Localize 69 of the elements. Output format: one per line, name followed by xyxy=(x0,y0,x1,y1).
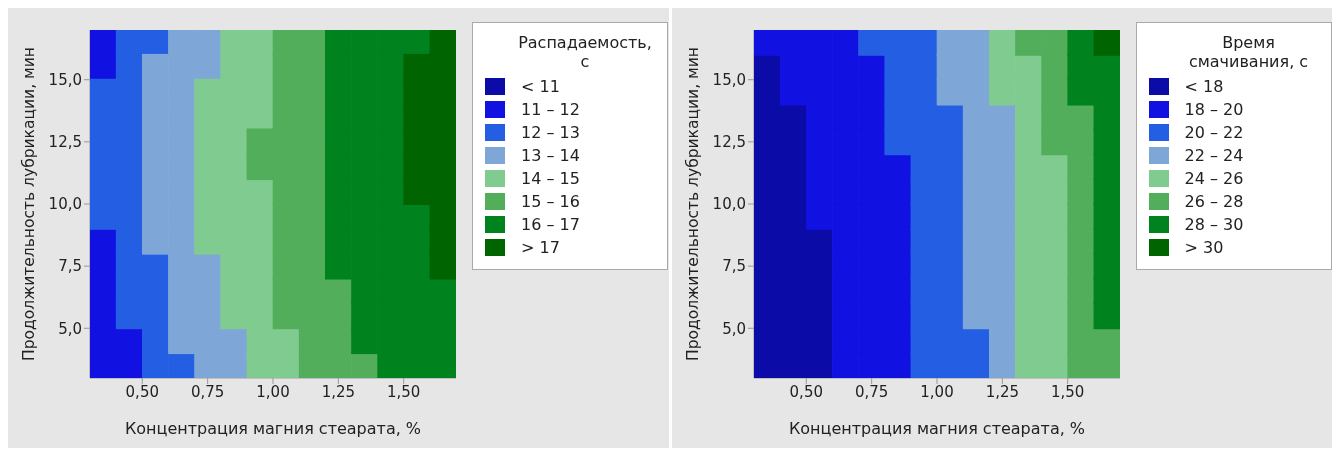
legend-label: 14 – 15 xyxy=(521,169,580,188)
x-axis-title: Концентрация магния стеарата, % xyxy=(788,419,1085,438)
y-tick-label: 12,5 xyxy=(48,133,82,152)
y-tick-label: 5,0 xyxy=(721,319,746,338)
x-tick-label: 1,25 xyxy=(985,382,1019,401)
y-tick-label: 12,5 xyxy=(712,133,746,152)
point xyxy=(805,203,833,230)
x-axis-title: Концентрация магния стеарата, % xyxy=(124,419,422,438)
legend-label: 12 – 13 xyxy=(521,123,580,142)
legend-label: > 17 xyxy=(521,238,560,257)
x-tick-label: 0,50 xyxy=(125,382,159,401)
point xyxy=(1040,352,1068,378)
legend-label: 11 – 12 xyxy=(521,100,580,119)
legend-label: < 11 xyxy=(521,77,560,96)
point xyxy=(988,352,1016,378)
x-tick-label: 1,50 xyxy=(1050,382,1084,401)
y-axis-title: Продолжительность лубрикации, мин xyxy=(19,47,38,361)
y-tick-label: 5,0 xyxy=(58,319,82,338)
point xyxy=(403,30,431,56)
point xyxy=(324,252,352,280)
point xyxy=(351,327,378,355)
x-tick-label: 0,75 xyxy=(190,382,225,401)
point xyxy=(351,30,378,56)
point xyxy=(429,30,456,56)
point xyxy=(90,53,117,81)
legend-label: < 18 xyxy=(1184,77,1224,96)
y-tick-label: 7,5 xyxy=(58,257,82,276)
x-tick-label: 1,50 xyxy=(387,382,421,401)
point xyxy=(857,30,885,56)
legend-label: 24 – 26 xyxy=(1184,169,1244,188)
y-axis-title: Продолжительность лубрикации, мин xyxy=(683,47,701,361)
y-tick-label: 7,5 xyxy=(721,257,746,276)
point xyxy=(429,252,456,280)
legend-label: 13 – 14 xyxy=(521,146,580,165)
y-tick-label: 10,0 xyxy=(48,195,82,214)
point xyxy=(1093,30,1120,56)
point xyxy=(1093,302,1120,330)
y-tick-label: 15,0 xyxy=(48,71,82,90)
y-tick-label: 10,0 xyxy=(712,195,746,214)
legend-title: Распадаемость, с xyxy=(517,33,653,71)
legend-label: 18 – 20 xyxy=(1184,100,1244,119)
y-tick-label: 15,0 xyxy=(712,71,746,90)
legend-label: 26 – 28 xyxy=(1184,192,1244,211)
legend-label: 16 – 17 xyxy=(521,215,580,234)
point xyxy=(141,30,169,56)
x-tick-label: 1,00 xyxy=(256,382,290,401)
legend-title: Время смачивания, с xyxy=(1187,33,1310,71)
x-tick-label: 0,75 xyxy=(854,382,888,401)
point xyxy=(988,30,1016,56)
point xyxy=(90,30,117,56)
legend-label: > 30 xyxy=(1184,238,1224,257)
point xyxy=(831,30,859,56)
legend-label: 20 – 22 xyxy=(1184,123,1244,142)
x-tick-label: 1,25 xyxy=(321,382,356,401)
point xyxy=(1014,352,1042,378)
point xyxy=(1040,30,1068,56)
x-tick-label: 0,50 xyxy=(789,382,823,401)
point xyxy=(753,30,780,56)
legend-label: 22 – 24 xyxy=(1184,146,1244,165)
x-tick-label: 1,00 xyxy=(919,382,954,401)
point xyxy=(1014,30,1042,56)
point xyxy=(351,352,378,378)
legend-label: 15 – 16 xyxy=(521,192,580,211)
point xyxy=(324,30,352,56)
point xyxy=(141,352,169,378)
point xyxy=(168,352,195,378)
point xyxy=(1066,30,1094,56)
legend-label: 28 – 30 xyxy=(1184,215,1244,234)
point xyxy=(831,352,859,378)
